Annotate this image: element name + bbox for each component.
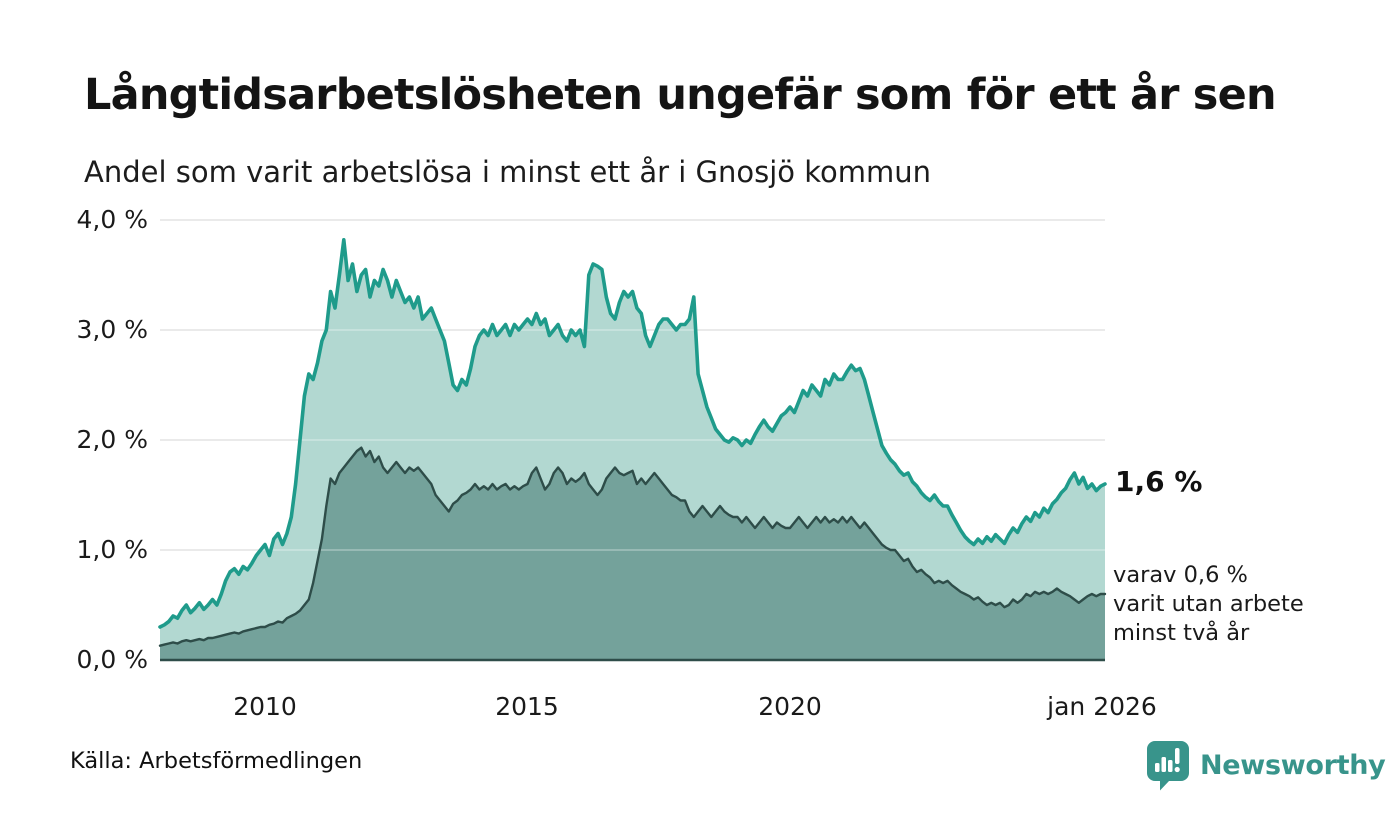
series-subnote-annotation: varav 0,6 % varit utan arbete minst två … — [1113, 561, 1304, 648]
subnote-line-1: varav 0,6 % — [1113, 562, 1248, 588]
series-end-value-label: 1,6 % — [1115, 465, 1203, 498]
x-axis-tick-2020: 2020 — [758, 692, 822, 721]
subnote-line-2: varit utan arbete — [1113, 591, 1304, 617]
newsworthy-bubble-icon — [1147, 741, 1189, 791]
x-axis-tick-jan-2026: jan 2026 — [1047, 692, 1157, 721]
newsworthy-wordmark: Newsworthy — [1200, 750, 1386, 781]
y-axis-tick-2: 2,0 % — [76, 425, 148, 454]
y-axis-tick-3: 3,0 % — [76, 315, 148, 344]
y-axis-tick-1: 1,0 % — [76, 535, 148, 564]
subnote-line-3: minst två år — [1113, 620, 1250, 646]
y-axis-tick-4: 4,0 % — [76, 205, 148, 234]
y-axis-tick-0: 0,0 % — [76, 645, 148, 674]
page-subtitle: Andel som varit arbetslösa i minst ett å… — [84, 155, 932, 189]
page-title: Långtidsarbetslösheten ungefär som för e… — [84, 70, 1277, 120]
x-axis-tick-2015: 2015 — [495, 692, 559, 721]
newsworthy-logo: Newsworthy — [1146, 740, 1386, 791]
source-credit: Källa: Arbetsförmedlingen — [70, 748, 363, 774]
x-axis-tick-2010: 2010 — [233, 692, 297, 721]
